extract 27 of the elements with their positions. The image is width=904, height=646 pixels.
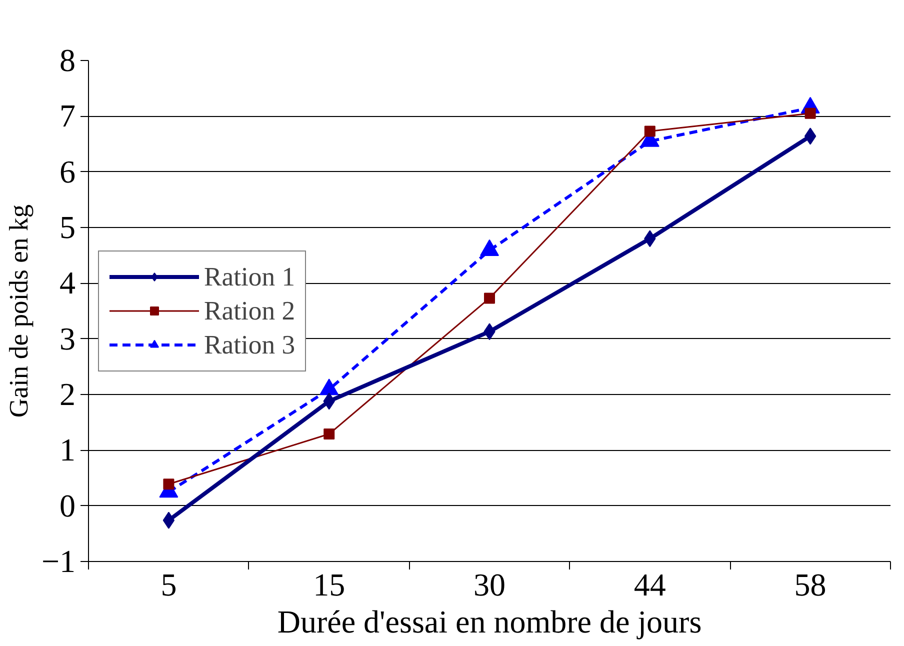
point: [644, 126, 656, 137]
y-tick-label: 4: [60, 264, 76, 301]
x-tick-label: 44: [634, 566, 666, 602]
y-tick-label: 0: [60, 487, 76, 524]
point: [163, 478, 174, 490]
x-axis-title: Durée d'essai en nombre de jours: [277, 604, 702, 640]
y-tick-label: 2: [60, 376, 76, 412]
x-tick-label: 15: [313, 566, 346, 602]
y-tick-label: 8: [60, 42, 76, 78]
x-tick-label: 5: [160, 566, 177, 602]
point: [804, 108, 816, 119]
y-tick-label: 5: [60, 209, 76, 245]
x-tick-label: 30: [474, 566, 506, 602]
y-tick-label: 7: [60, 98, 76, 134]
point: [804, 128, 816, 145]
legend-label: Ration 2: [204, 295, 296, 326]
legend-label: Ration 3: [204, 329, 296, 360]
point: [324, 428, 335, 440]
y-tick-label: −1: [41, 543, 76, 579]
point: [162, 512, 175, 529]
x-tick-label: 58: [794, 566, 826, 602]
point: [484, 292, 495, 304]
y-tick-label: 3: [60, 320, 76, 356]
y-axis-title: Gain de poids en kg: [3, 204, 34, 418]
legend-label: Ration 1: [204, 261, 296, 292]
y-tick-label: 6: [60, 153, 76, 190]
y-tick-label: 1: [60, 432, 76, 468]
